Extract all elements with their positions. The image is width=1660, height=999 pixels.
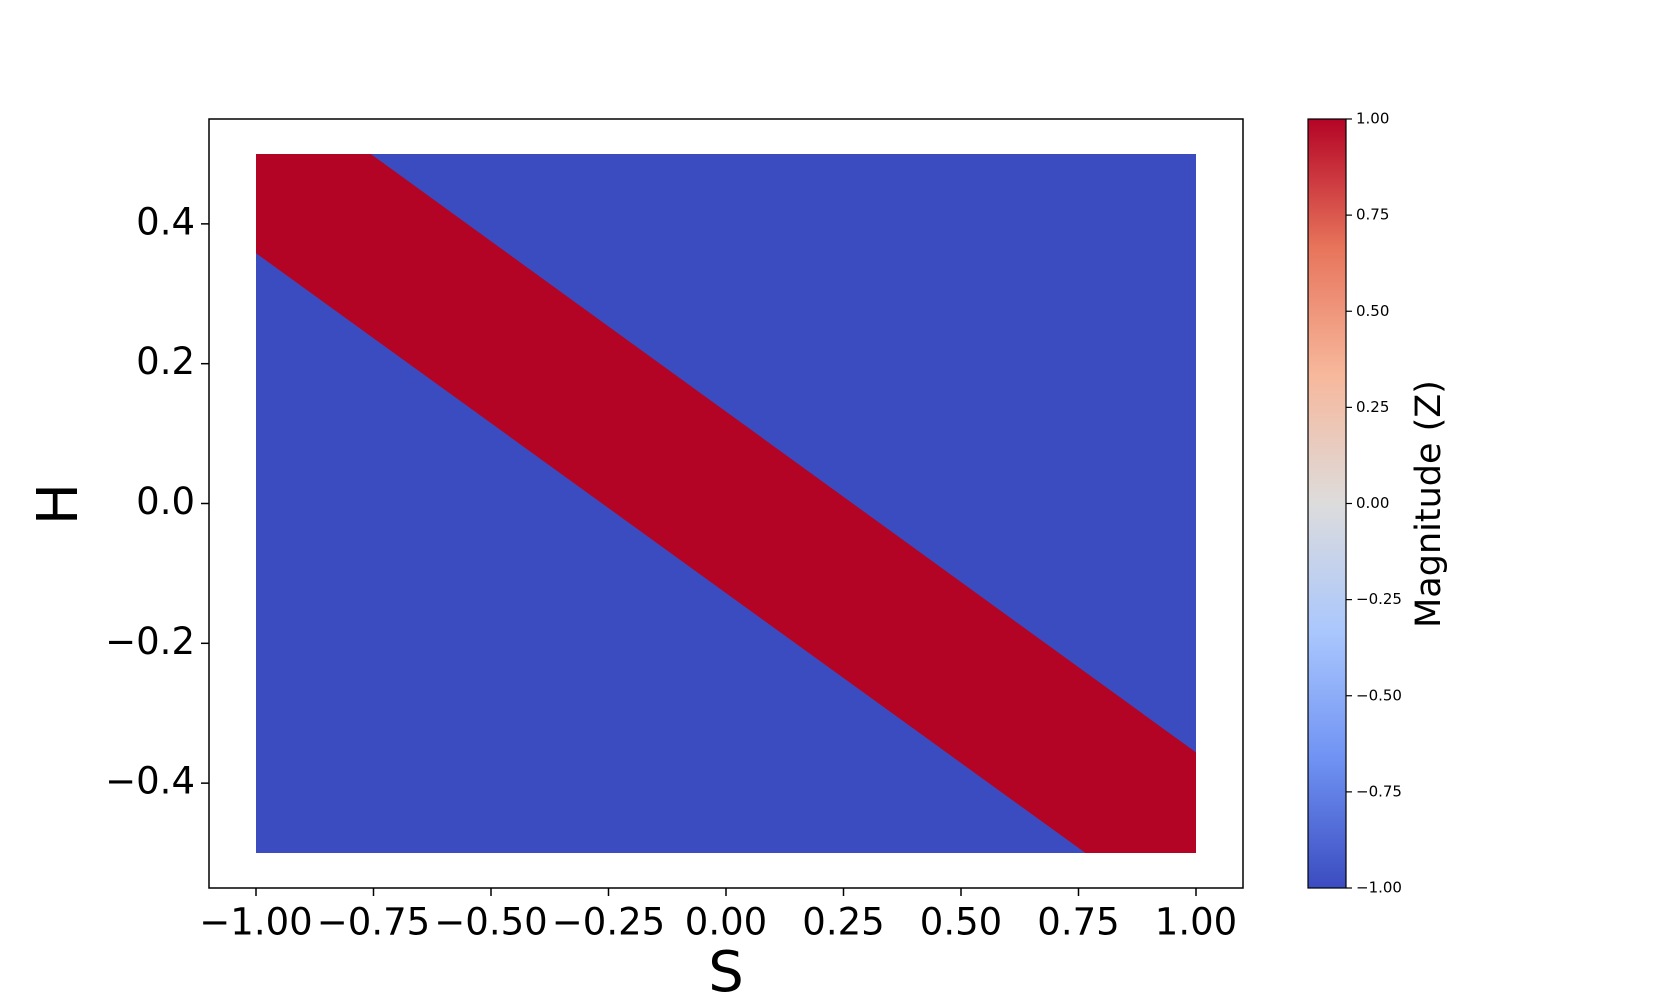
colorbar-tick-label: 0.25 bbox=[1356, 398, 1389, 416]
colorbar-tick-label: 1.00 bbox=[1356, 110, 1389, 128]
x-tick-label: −0.75 bbox=[317, 901, 430, 944]
x-tick-label: −1.00 bbox=[199, 901, 312, 944]
colorbar-tick-label: −0.25 bbox=[1356, 590, 1402, 608]
y-tick-label: 0.0 bbox=[136, 480, 195, 523]
colorbar-tick-label: −0.75 bbox=[1356, 782, 1402, 800]
x-tick-label: 1.00 bbox=[1155, 901, 1237, 944]
y-tick-label: −0.4 bbox=[105, 760, 195, 803]
x-tick-label: −0.50 bbox=[434, 901, 547, 944]
y-tick-label: −0.2 bbox=[105, 620, 195, 663]
region bbox=[256, 153, 1196, 854]
colorbar-label: Magnitude (Z) bbox=[1409, 380, 1449, 628]
colorbar-tick-label: 0.75 bbox=[1356, 206, 1389, 224]
x-tick-label: −0.25 bbox=[552, 901, 665, 944]
colorbar bbox=[1307, 118, 1347, 889]
x-tick-label: 0.50 bbox=[920, 901, 1002, 944]
y-tick-label: 0.2 bbox=[136, 340, 195, 383]
x-axis-label: S bbox=[708, 940, 744, 999]
colorbar-tick-label: 0.00 bbox=[1356, 494, 1389, 512]
colorbar-tick-label: −0.50 bbox=[1356, 686, 1402, 704]
x-tick-label: 0.75 bbox=[1037, 901, 1119, 944]
x-tick-label: 0.00 bbox=[685, 901, 767, 944]
y-tick-label: 0.4 bbox=[136, 200, 195, 243]
colorbar-tick-label: 0.50 bbox=[1356, 302, 1389, 320]
y-axis-label: H bbox=[26, 483, 91, 525]
x-tick-label: 0.25 bbox=[802, 901, 884, 944]
colorbar-tick-label: −1.00 bbox=[1356, 879, 1402, 897]
